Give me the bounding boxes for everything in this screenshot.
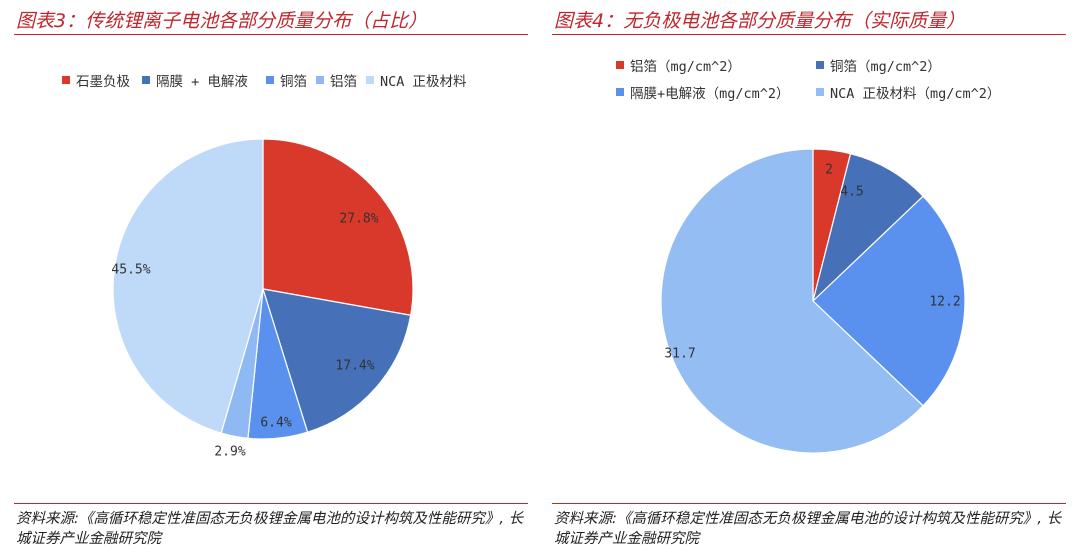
legend-swatch: [266, 76, 274, 84]
figure-4-source: 资料来源:《高循环稳定性准固态无负极锂金属电池的设计构筑及性能研究》, 长城证券…: [554, 511, 1062, 547]
figure-3-panel: 图表3：传统锂离子电池各部分质量分布（占比） 石墨负极 隔膜 + 电解液 铜箔 …: [14, 0, 538, 556]
legend-item-nca-cathode: NCA 正极材料: [366, 70, 467, 90]
legend-label: 铜箔（mg/cm^2）: [830, 59, 941, 75]
pie-slice: [812, 195, 966, 407]
pie-data-label: 6.4%: [260, 416, 291, 431]
figure-4-title-rule: [552, 34, 1066, 35]
legend-item-copper-foil: 铜箔: [266, 70, 307, 90]
legend-swatch: [616, 88, 624, 96]
legend-swatch: [316, 76, 324, 84]
pie-data-label: 27.8%: [339, 212, 378, 227]
figure-3-source-rule: [14, 503, 528, 504]
figure-3-legend: 石墨负极 隔膜 + 电解液 铜箔 铝箔 NCA 正极材料: [14, 0, 528, 100]
pie-slice: [262, 138, 414, 316]
legend-item-aluminum-foil: 铝箔: [316, 70, 357, 90]
legend-label: 铜箔: [280, 74, 307, 90]
legend-item-graphite-anode: 石墨负极: [62, 70, 130, 90]
pie-data-label: 45.5%: [111, 263, 150, 278]
legend-swatch: [366, 76, 374, 84]
legend-item-copper-foil: 铜箔（mg/cm^2）: [816, 55, 941, 75]
figure-4-source-rule: [552, 503, 1066, 504]
legend-label: 隔膜+电解液（mg/cm^2）: [630, 86, 790, 102]
legend-label: 隔膜 + 电解液: [156, 74, 248, 90]
pie-data-label: 4.5: [840, 185, 863, 200]
legend-item-separator-electrolyte: 隔膜+电解液（mg/cm^2）: [616, 82, 790, 102]
legend-label: 石墨负极: [76, 74, 130, 90]
legend-label: NCA 正极材料（mg/cm^2）: [830, 86, 1001, 102]
figure-4-panel: 图表4：无负极电池各部分质量分布（实际质量） 铝箔（mg/cm^2） 铜箔（mg…: [552, 0, 1076, 556]
pie-slice: [811, 152, 924, 303]
figure-3-title-rule: [14, 34, 528, 35]
figure-4-pie-chart: 2 4.5 12.2 31.7: [660, 148, 966, 454]
pie-data-label: 31.7: [664, 347, 695, 362]
legend-swatch: [142, 76, 150, 84]
pie-data-label: 2: [825, 163, 833, 178]
figure-4-title: 图表4：无负极电池各部分质量分布（实际质量）: [554, 10, 966, 32]
legend-item-separator-electrolyte: 隔膜 + 电解液: [142, 70, 248, 90]
figure-3-title: 图表3：传统锂离子电池各部分质量分布（占比）: [16, 10, 428, 32]
legend-swatch: [616, 61, 624, 69]
legend-swatch: [816, 88, 824, 96]
legend-label: 铝箔（mg/cm^2）: [630, 59, 741, 75]
legend-label: 铝箔: [330, 74, 357, 90]
pie-data-label: 17.4%: [335, 359, 374, 374]
legend-swatch: [816, 61, 824, 69]
figure-3-pie-chart: 27.8% 17.4% 6.4% 2.9% 45.5%: [111, 138, 414, 460]
pie-slice: [660, 148, 924, 454]
figure-4-legend: 铝箔（mg/cm^2） 铜箔（mg/cm^2） 隔膜+电解液（mg/cm^2） …: [552, 0, 1066, 110]
pie-data-label: 2.9%: [214, 445, 245, 460]
legend-swatch: [62, 76, 70, 84]
legend-item-nca-cathode: NCA 正极材料（mg/cm^2）: [816, 82, 1000, 102]
legend-label: NCA 正极材料: [380, 74, 467, 90]
pie-slice: [262, 288, 412, 433]
figure-3-source: 资料来源:《高循环稳定性准固态无负极锂金属电池的设计构筑及性能研究》, 长城证券…: [16, 511, 524, 547]
legend-item-aluminum-foil: 铝箔（mg/cm^2）: [616, 55, 741, 75]
pie-data-label: 12.2: [929, 295, 960, 310]
pie-slice: [112, 138, 264, 434]
